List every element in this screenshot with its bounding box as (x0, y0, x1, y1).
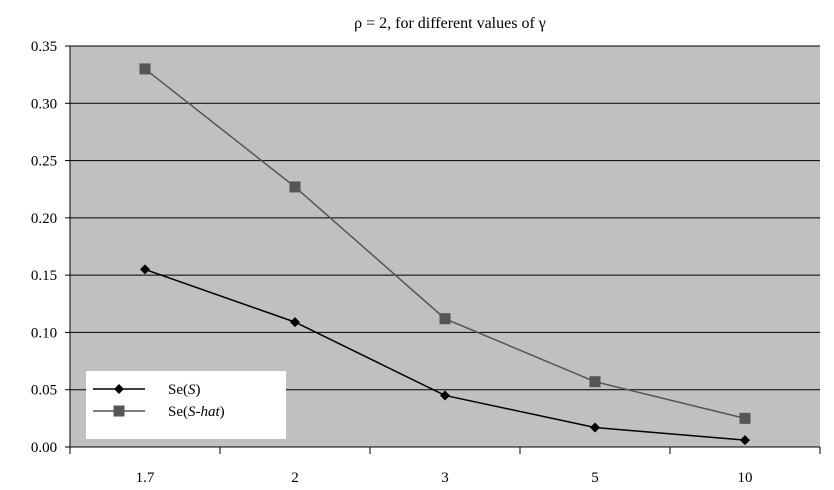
y-tick-label: 0.00 (31, 440, 57, 456)
legend-background (86, 371, 286, 439)
square-point (289, 181, 301, 193)
diamond-point (290, 317, 300, 328)
legend: Se(S) Se(S-hat) (86, 371, 286, 439)
diamond-point (740, 435, 750, 446)
x-tick-label: 10 (738, 470, 753, 486)
axes: 0.00 0.05 0.10 0.15 0.20 0.25 0.30 0.35 1.7 2 3 5 10 (31, 39, 821, 486)
y-tick-label: 0.10 (31, 325, 57, 341)
legend-marker (114, 384, 124, 394)
y-tick-label: 0.35 (31, 39, 57, 55)
legend-marker (113, 405, 125, 417)
legend-items: Se(S) Se(S-hat) (93, 382, 225, 420)
square-point (439, 313, 451, 325)
series-lines (139, 63, 751, 446)
x-tick-label: 1.7 (136, 470, 155, 486)
x-tick-label: 2 (291, 470, 299, 486)
square-point (589, 376, 601, 388)
y-tick-label: 0.30 (31, 96, 57, 112)
x-tick-label: 5 (591, 470, 599, 486)
legend-label: Se(S) (168, 382, 201, 398)
y-tick-label: 0.20 (31, 211, 57, 227)
diamond-point (590, 422, 600, 433)
square-point (139, 63, 151, 75)
diamond-point (440, 390, 450, 401)
chart-title: ρ = 2, for different values of γ (354, 15, 546, 32)
y-tick-label: 0.25 (31, 154, 57, 170)
series-1 (140, 264, 750, 446)
y-tick-label: 0.05 (31, 383, 57, 399)
series-2 (139, 63, 751, 424)
legend-label: Se(S-hat) (168, 404, 225, 420)
x-tick-label: 3 (441, 470, 449, 486)
square-point (739, 412, 751, 424)
y-tick-label: 0.15 (31, 268, 57, 284)
diamond-point (140, 264, 150, 275)
